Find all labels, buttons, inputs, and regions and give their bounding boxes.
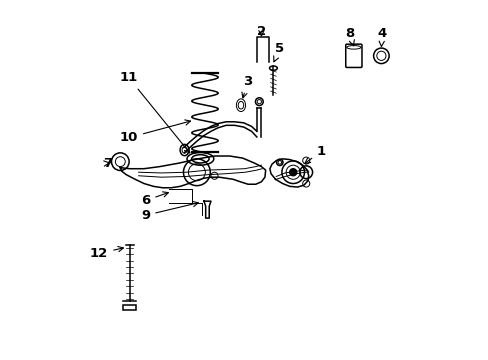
Text: 12: 12 <box>90 247 123 260</box>
Text: 10: 10 <box>120 120 190 144</box>
Text: 5: 5 <box>273 42 284 62</box>
Text: 1: 1 <box>304 145 325 163</box>
Text: 7: 7 <box>103 157 112 170</box>
Text: 3: 3 <box>242 75 252 98</box>
Text: 11: 11 <box>120 71 189 153</box>
Text: 2: 2 <box>256 25 265 38</box>
Text: 8: 8 <box>345 27 354 46</box>
Text: 6: 6 <box>141 192 168 207</box>
Text: 9: 9 <box>141 202 198 222</box>
Circle shape <box>289 169 296 176</box>
Text: 4: 4 <box>377 27 386 46</box>
